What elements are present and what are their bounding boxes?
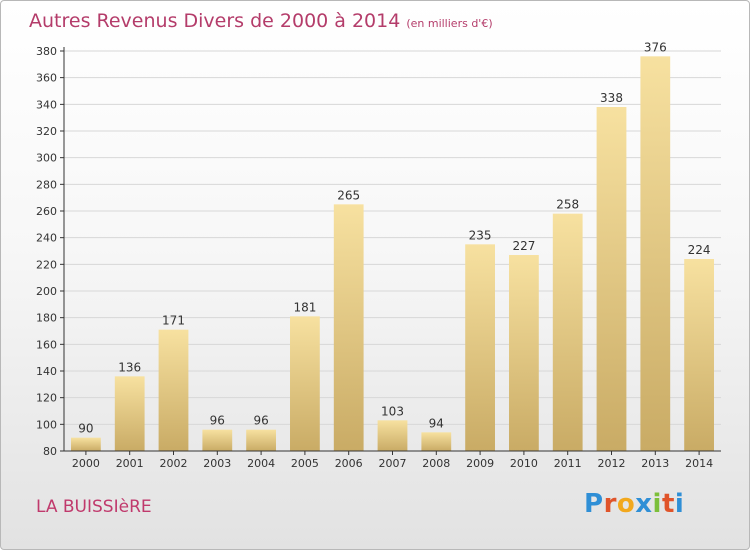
logo-letter: i bbox=[652, 489, 662, 519]
data-label: 338 bbox=[600, 91, 623, 105]
logo-letter: x bbox=[635, 489, 653, 519]
y-tick-label: 120 bbox=[36, 392, 57, 405]
x-tick-label: 2008 bbox=[422, 457, 450, 470]
bar bbox=[465, 244, 495, 451]
chart-title-text: Autres Revenus Divers de 2000 à 2014 bbox=[29, 10, 401, 32]
data-label: 181 bbox=[293, 300, 316, 314]
bar bbox=[71, 437, 101, 451]
y-tick-label: 180 bbox=[36, 312, 57, 325]
y-tick-label: 360 bbox=[36, 72, 57, 85]
data-label: 90 bbox=[78, 422, 93, 436]
y-tick-label: 220 bbox=[36, 258, 57, 271]
data-label: 94 bbox=[429, 416, 444, 430]
bar bbox=[158, 329, 189, 451]
x-tick-label: 2001 bbox=[116, 457, 144, 470]
x-tick-label: 2003 bbox=[203, 457, 231, 470]
x-tick-label: 2009 bbox=[466, 457, 494, 470]
y-tick-label: 240 bbox=[36, 232, 57, 245]
y-tick-label: 380 bbox=[36, 45, 57, 58]
bar bbox=[377, 420, 408, 451]
x-tick-label: 2014 bbox=[685, 457, 713, 470]
x-tick-label: 2010 bbox=[510, 457, 538, 470]
y-tick-label: 100 bbox=[36, 418, 57, 431]
bar bbox=[596, 107, 627, 451]
data-label: 103 bbox=[381, 404, 404, 418]
data-label: 136 bbox=[118, 360, 141, 374]
data-label: 96 bbox=[253, 414, 268, 428]
bar bbox=[202, 429, 233, 451]
data-label: 235 bbox=[469, 228, 492, 242]
bar bbox=[684, 259, 714, 451]
y-tick-label: 260 bbox=[36, 205, 57, 218]
x-tick-label: 2007 bbox=[379, 457, 407, 470]
y-tick-label: 340 bbox=[36, 98, 57, 111]
logo-letter: t bbox=[661, 489, 675, 519]
x-tick-label: 2002 bbox=[160, 457, 188, 470]
y-tick-label: 320 bbox=[36, 125, 57, 138]
x-tick-label: 2005 bbox=[291, 457, 319, 470]
bar bbox=[421, 432, 452, 451]
bar bbox=[246, 429, 276, 451]
data-label: 227 bbox=[512, 239, 535, 253]
y-tick-label: 160 bbox=[36, 338, 57, 351]
chart-title: Autres Revenus Divers de 2000 à 2014 (en … bbox=[29, 10, 493, 32]
bar bbox=[114, 376, 145, 451]
logo-letter: r bbox=[603, 489, 617, 519]
x-tick-label: 2012 bbox=[598, 457, 626, 470]
data-label: 376 bbox=[644, 40, 667, 54]
bar bbox=[509, 255, 539, 451]
data-label: 96 bbox=[210, 414, 225, 428]
logo-letter: P bbox=[584, 489, 604, 519]
y-tick-label: 140 bbox=[36, 365, 57, 378]
logo-letter: i bbox=[674, 489, 685, 519]
bar bbox=[333, 204, 364, 451]
y-tick-label: 80 bbox=[43, 445, 57, 458]
bar bbox=[290, 316, 320, 451]
y-tick-label: 200 bbox=[36, 285, 57, 298]
bar bbox=[552, 213, 583, 451]
logo-letter: o bbox=[616, 489, 636, 519]
proxiti-logo: Proxiti bbox=[584, 489, 684, 519]
y-tick-label: 280 bbox=[36, 178, 57, 191]
x-tick-label: 2004 bbox=[247, 457, 275, 470]
data-label: 258 bbox=[556, 198, 579, 212]
data-label: 265 bbox=[337, 188, 360, 202]
x-tick-label: 2011 bbox=[554, 457, 582, 470]
x-tick-label: 2013 bbox=[641, 457, 669, 470]
y-tick-label: 300 bbox=[36, 152, 57, 165]
x-tick-label: 2000 bbox=[72, 457, 100, 470]
chart-unit-note: (en milliers d'€) bbox=[406, 17, 493, 30]
location-label: LA BUISSIèRE bbox=[36, 497, 152, 517]
bar bbox=[640, 56, 671, 451]
data-label: 224 bbox=[688, 243, 711, 257]
data-label: 171 bbox=[162, 314, 185, 328]
x-tick-label: 2006 bbox=[335, 457, 363, 470]
